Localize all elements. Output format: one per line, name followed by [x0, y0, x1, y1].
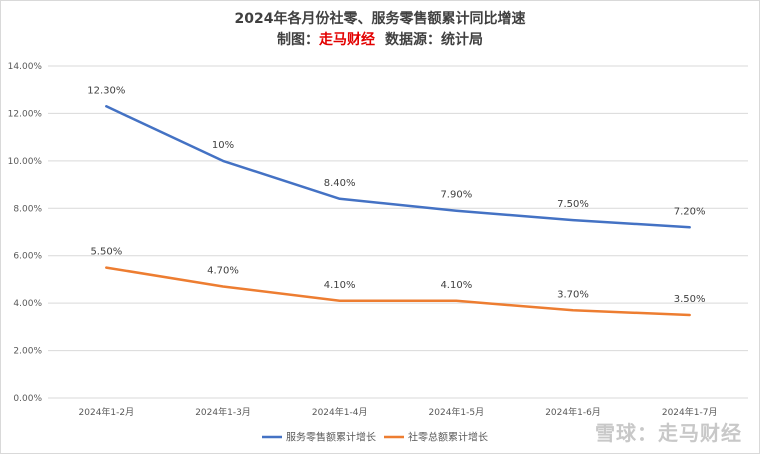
chart-title: 2024年各月份社零、服务零售额累计同比增速	[234, 11, 526, 27]
y-tick-label: 4.00%	[13, 299, 42, 309]
data-label: 7.90%	[440, 190, 472, 201]
y-tick-label: 14.00%	[8, 62, 43, 72]
x-tick-label: 2024年1-6月	[545, 406, 601, 418]
x-tick-label: 2024年1-4月	[312, 406, 368, 418]
y-tick-label: 0.00%	[13, 394, 42, 404]
y-tick-label: 10.00%	[8, 157, 43, 167]
x-tick-label: 2024年1-2月	[79, 406, 135, 418]
y-tick-label: 12.00%	[8, 109, 43, 119]
data-label: 8.40%	[324, 178, 356, 189]
x-tick-label: 2024年1-3月	[195, 406, 251, 418]
data-label: 7.20%	[674, 206, 706, 217]
watermark: 雪球：走马财经	[595, 421, 742, 445]
source-label: 数据源：统计局	[385, 32, 483, 48]
series-line	[105, 105, 691, 229]
legend-label: 服务零售额累计增长	[286, 431, 376, 444]
data-label: 7.50%	[557, 199, 589, 210]
chart-subtitle: 制图：走马财经 数据源：统计局	[0, 29, 760, 49]
y-tick-label: 6.00%	[13, 252, 42, 262]
data-label: 4.70%	[207, 266, 239, 277]
data-label: 4.10%	[440, 280, 472, 291]
data-label: 4.10%	[324, 280, 356, 291]
data-label: 3.50%	[674, 294, 706, 305]
data-label: 10%	[212, 140, 234, 151]
credit-brand: 走马财经	[319, 32, 375, 48]
legend-label: 社零总额累计增长	[408, 431, 488, 444]
data-label: 12.30%	[87, 85, 125, 96]
series-line	[105, 266, 691, 317]
x-tick-label: 2024年1-5月	[429, 406, 485, 418]
y-tick-label: 2.00%	[13, 347, 42, 357]
data-label: 3.70%	[557, 289, 589, 300]
y-tick-label: 8.00%	[13, 204, 42, 214]
x-tick-label: 2024年1-7月	[662, 406, 718, 418]
data-label: 5.50%	[90, 247, 122, 258]
credit-label: 制图：	[277, 32, 319, 48]
